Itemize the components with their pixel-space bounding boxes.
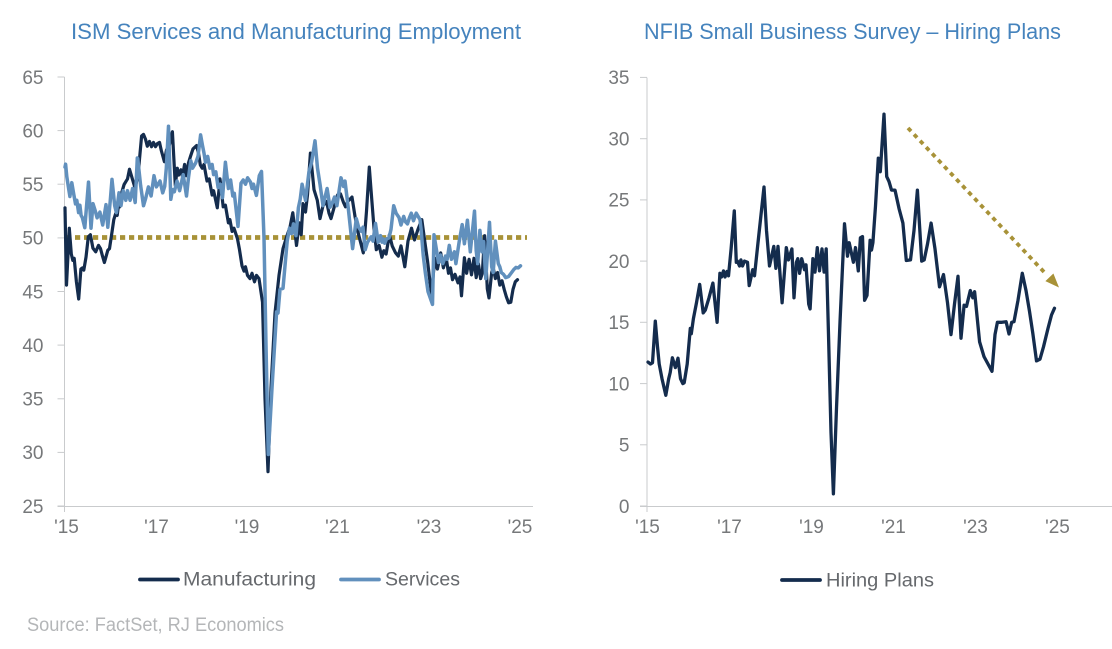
svg-text:'25: '25 [508, 517, 533, 538]
svg-text:60: 60 [22, 121, 43, 142]
svg-text:55: 55 [22, 175, 43, 196]
svg-text:5: 5 [619, 436, 630, 457]
svg-text:'23: '23 [417, 517, 442, 538]
svg-text:'19: '19 [235, 517, 260, 538]
svg-text:0: 0 [619, 497, 630, 518]
svg-text:Source: FactSet, RJ Economics: Source: FactSet, RJ Economics [27, 615, 284, 636]
svg-text:'21: '21 [881, 517, 906, 538]
svg-text:'23: '23 [963, 517, 988, 538]
svg-text:ISM Services and Manufacturing: ISM Services and Manufacturing Employmen… [71, 19, 521, 44]
svg-text:'21: '21 [325, 517, 350, 538]
svg-text:30: 30 [22, 443, 43, 464]
svg-text:45: 45 [22, 282, 43, 303]
svg-text:10: 10 [608, 374, 629, 395]
svg-text:50: 50 [22, 229, 43, 250]
svg-text:'19: '19 [799, 517, 824, 538]
svg-text:65: 65 [22, 68, 43, 89]
svg-text:'15: '15 [54, 517, 79, 538]
svg-text:NFIB Small Business Survey – H: NFIB Small Business Survey – Hiring Plan… [644, 19, 1061, 44]
svg-text:'25: '25 [1045, 517, 1070, 538]
svg-text:'15: '15 [635, 517, 660, 538]
svg-text:'17: '17 [717, 517, 742, 538]
svg-text:35: 35 [608, 68, 629, 89]
svg-text:30: 30 [608, 130, 629, 151]
svg-text:'17: '17 [144, 517, 169, 538]
svg-text:Hiring Plans: Hiring Plans [826, 571, 934, 592]
svg-text:15: 15 [608, 313, 629, 334]
svg-text:Manufacturing: Manufacturing [183, 570, 316, 591]
svg-text:20: 20 [608, 252, 629, 273]
svg-text:40: 40 [22, 336, 43, 357]
svg-text:25: 25 [608, 191, 629, 212]
svg-text:35: 35 [22, 390, 43, 411]
svg-text:25: 25 [22, 497, 43, 518]
svg-text:Services: Services [385, 570, 460, 591]
